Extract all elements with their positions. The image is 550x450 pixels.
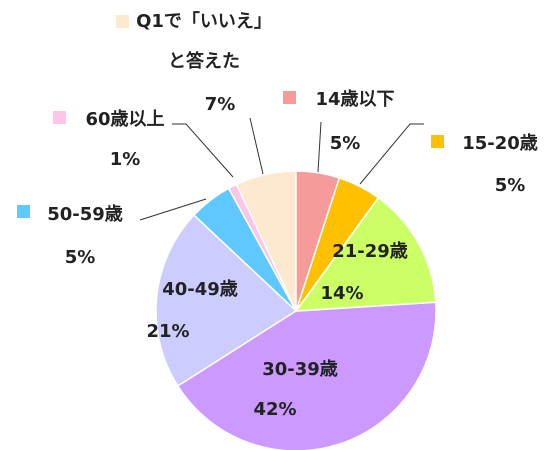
- slice-label: 30-39歳: [262, 359, 338, 380]
- slice-label: 60歳以上: [85, 109, 165, 130]
- legend-marker: [431, 135, 444, 148]
- value-label: 7: [190, 85, 250, 125]
- slice-label: 40-49歳: [162, 279, 238, 300]
- value-label: 21: [138, 312, 198, 352]
- value-label: 42: [245, 390, 305, 430]
- value-label: 5: [50, 238, 110, 278]
- value-label: 1: [95, 140, 155, 180]
- value-label: 14: [312, 274, 372, 314]
- slice-label: Q1で「いいえ」と答えた: [136, 11, 272, 72]
- value-label: 5: [315, 124, 375, 164]
- leader-line: [359, 123, 424, 185]
- legend-marker: [17, 205, 30, 218]
- leader-line: [249, 117, 264, 175]
- leader-line: [139, 198, 207, 221]
- pie-slice: [295, 170, 341, 312]
- legend-marker: [116, 15, 129, 28]
- pie-slice: [176, 301, 437, 450]
- slice-label: 50-59歳: [47, 204, 123, 225]
- slice-label: 21-29歳: [332, 241, 408, 262]
- legend-marker: [283, 91, 296, 104]
- slice-label: 14歳以下: [315, 89, 395, 110]
- leader-line: [172, 123, 234, 178]
- value-label: 5: [480, 166, 540, 206]
- slice-label: 15-20歳: [462, 133, 538, 154]
- legend-marker: [53, 111, 66, 124]
